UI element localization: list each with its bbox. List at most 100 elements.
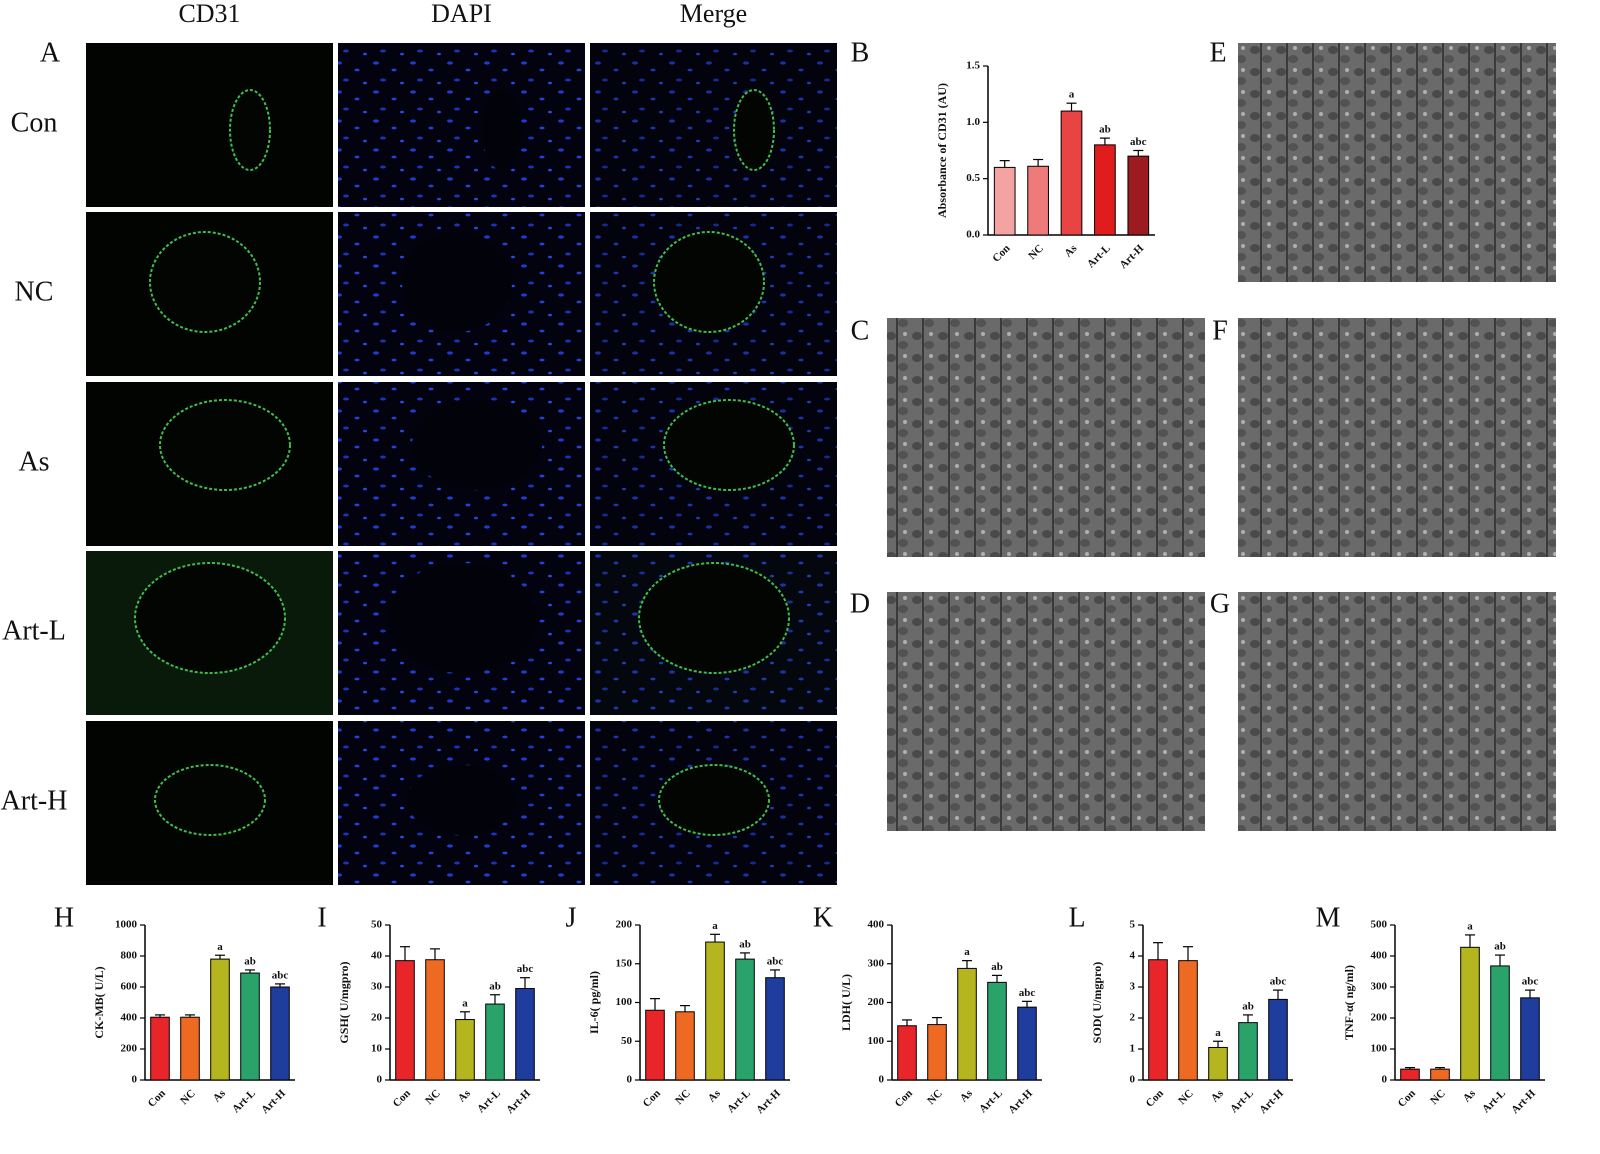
- x-tick-label: NC: [925, 1087, 945, 1107]
- x-tick-label: NC: [423, 1087, 443, 1107]
- significance-label: a: [1467, 920, 1473, 932]
- y-tick-label: 50: [621, 1035, 633, 1047]
- error-bar: [932, 1017, 942, 1025]
- bar: [1094, 144, 1116, 236]
- error-bar: [1213, 1040, 1223, 1048]
- significance-label: ab: [244, 955, 256, 967]
- x-tick-label: Art-L: [977, 1087, 1005, 1115]
- error-bar: [770, 969, 780, 978]
- row-label: Art-L: [2, 615, 66, 646]
- bar: [957, 967, 977, 1081]
- bar: [425, 959, 445, 1081]
- error-bar: [460, 1011, 470, 1020]
- y-tick-label: 200: [1371, 1012, 1388, 1024]
- error-bar: [650, 998, 660, 1011]
- y-axis-label: TNF-α( ng/ml): [1342, 965, 1356, 1040]
- panel-label: J: [566, 902, 577, 933]
- y-tick-label: 100: [1371, 1043, 1388, 1055]
- bar: [1060, 110, 1083, 236]
- x-tick-label: As: [1461, 1087, 1479, 1105]
- significance-label: ab: [991, 961, 1003, 973]
- panel-label: I: [317, 902, 326, 933]
- y-tick-label: 40: [371, 950, 383, 962]
- error-bar: [1465, 934, 1475, 948]
- y-tick-label: 400: [868, 919, 885, 931]
- error-bar: [1066, 102, 1077, 112]
- bar: [765, 977, 785, 1081]
- y-tick-label: 1: [1130, 1043, 1136, 1055]
- vessel-lumen: [154, 764, 266, 836]
- y-tick-label: 150: [616, 957, 633, 969]
- x-tick-label: Art-H: [259, 1087, 288, 1116]
- bar: [735, 958, 755, 1081]
- bar: [675, 1011, 695, 1081]
- error-bar: [740, 952, 750, 960]
- bar: [705, 941, 725, 1081]
- significance-label: a: [462, 997, 468, 1009]
- significance-label: abc: [272, 969, 289, 981]
- x-tick-label: Con: [893, 1087, 915, 1109]
- significance-label: ab: [1242, 1000, 1254, 1012]
- fluorescence-image: [338, 43, 585, 207]
- error-bar: [992, 974, 1002, 983]
- x-tick-label: Art-H: [754, 1087, 783, 1116]
- significance-label: a: [712, 920, 718, 932]
- bar: [1430, 1068, 1450, 1081]
- y-axis-label: GSH( U/mgpro): [337, 961, 351, 1043]
- y-tick-label: 2: [1130, 1012, 1136, 1024]
- x-tick-label: Art-H: [1257, 1087, 1286, 1116]
- row-label: As: [18, 446, 49, 477]
- y-tick-label: 5: [1130, 919, 1136, 931]
- bar: [395, 960, 415, 1081]
- y-axis-label: IL-6( pg/ml): [587, 971, 601, 1034]
- panel-label: B: [851, 37, 870, 68]
- x-tick-label: Art-H: [504, 1087, 533, 1116]
- y-tick-label: 300: [1371, 981, 1388, 993]
- vessel-lumen: [149, 231, 261, 333]
- vessel-lumen: [658, 764, 770, 836]
- panel-label: L: [1068, 902, 1085, 933]
- y-tick-label: 200: [121, 1043, 138, 1055]
- bar: [455, 1019, 475, 1081]
- x-tick-label: Art-H: [1509, 1087, 1538, 1116]
- bar: [270, 986, 290, 1081]
- error-bar: [1099, 137, 1110, 145]
- em-image: [887, 592, 1205, 831]
- error-bar: [902, 1019, 912, 1026]
- panel-label: E: [1209, 37, 1226, 68]
- column-header: DAPI: [431, 0, 492, 28]
- bar: [1148, 959, 1168, 1081]
- bar: [150, 1016, 170, 1081]
- bar: [1268, 998, 1288, 1081]
- y-tick-label: 500: [1371, 919, 1388, 931]
- error-bar: [1133, 149, 1144, 157]
- row-label: Art-H: [1, 785, 68, 816]
- error-bar: [710, 933, 720, 943]
- vessel-lumen: [663, 399, 795, 491]
- bar: [1490, 965, 1510, 1081]
- x-tick-label: Art-L: [1085, 242, 1113, 270]
- y-tick-label: 3: [1130, 981, 1136, 993]
- bar: [897, 1025, 917, 1081]
- x-tick-label: Art-L: [1480, 1087, 1508, 1115]
- significance-label: abc: [1270, 976, 1287, 988]
- panel-label: C: [851, 315, 870, 346]
- significance-label: a: [1069, 89, 1075, 101]
- column-header: CD31: [178, 0, 240, 28]
- y-tick-label: 600: [121, 981, 138, 993]
- bar: [515, 988, 535, 1081]
- bar: [1238, 1022, 1258, 1081]
- error-bar: [155, 1014, 165, 1018]
- panel-label: K: [813, 902, 833, 933]
- panel-label: G: [1210, 588, 1230, 619]
- bar: [240, 972, 260, 1081]
- bar: [645, 1009, 665, 1081]
- significance-label: a: [964, 946, 970, 958]
- bar: [1027, 165, 1049, 236]
- em-image: [1238, 43, 1556, 282]
- error-bar: [215, 954, 225, 960]
- y-tick-label: 400: [1371, 950, 1388, 962]
- y-tick-label: 0.0: [966, 229, 980, 241]
- bar: [1400, 1068, 1420, 1081]
- error-bar: [1033, 158, 1044, 167]
